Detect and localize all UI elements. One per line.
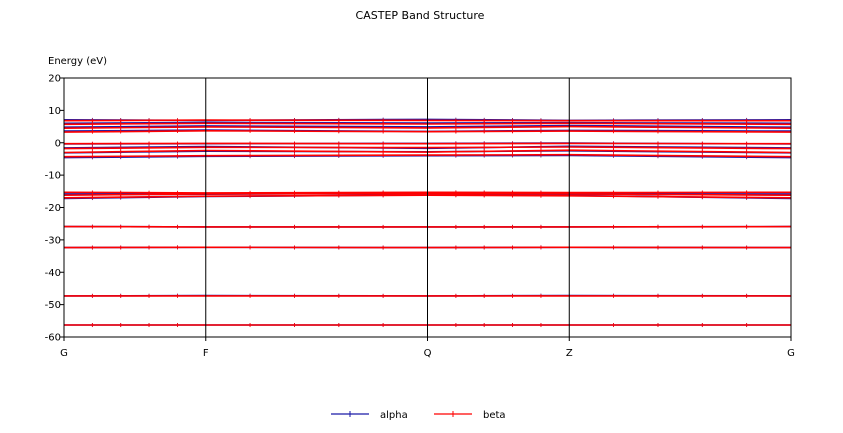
y-tick-label: -40	[45, 268, 61, 279]
y-tick-label: -20	[45, 203, 61, 214]
kpoint-label: G	[787, 348, 795, 359]
legend: alpha beta	[331, 410, 506, 421]
kpoint-grid	[205, 78, 570, 337]
y-tick-label: 20	[48, 74, 61, 85]
kpoint-label: Z	[566, 348, 573, 359]
y-tick-label: 0	[55, 138, 61, 149]
y-axis: 20 10 0 -10 -20 -30 -40 -50 -60	[45, 74, 64, 344]
y-tick-label: -30	[45, 235, 61, 246]
y-tick-label: -50	[45, 300, 61, 311]
y-tick-label: -10	[45, 171, 61, 182]
y-tick-label: 10	[48, 106, 61, 117]
y-axis-label: Energy (eV)	[48, 56, 107, 67]
legend-label-alpha: alpha	[380, 410, 408, 421]
kpoint-label: Q	[424, 348, 432, 359]
y-tick-label: -60	[45, 333, 61, 344]
chart-title: CASTEP Band Structure	[356, 9, 485, 22]
kpoint-label: G	[60, 348, 68, 359]
series-beta	[63, 118, 792, 328]
kpoint-label: F	[203, 348, 209, 359]
legend-label-beta: beta	[483, 410, 506, 421]
